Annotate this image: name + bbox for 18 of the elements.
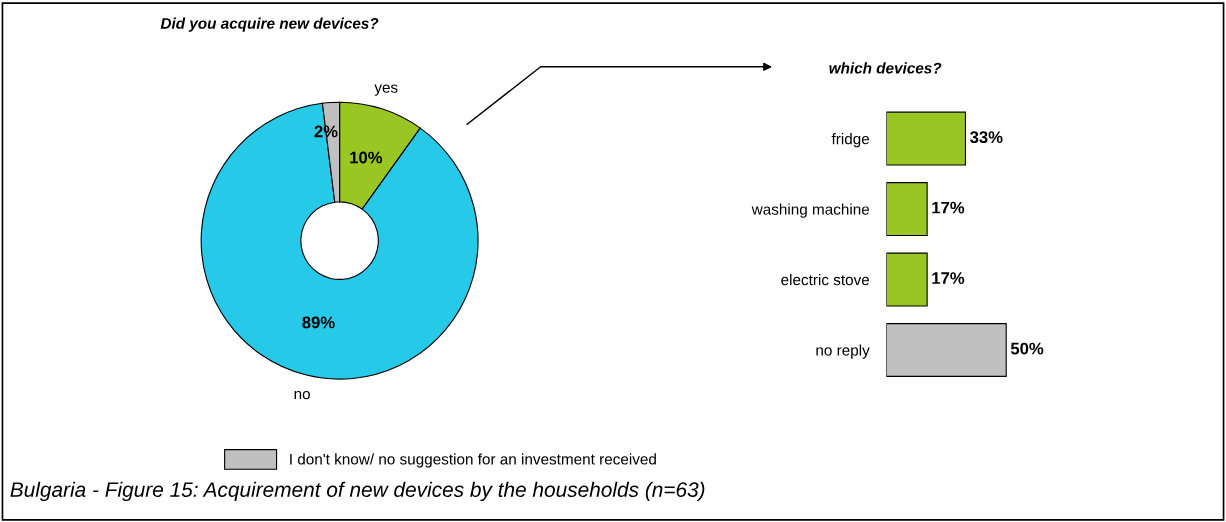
data-label: 89% [302, 316, 335, 329]
data-label: 17% [932, 272, 965, 284]
data-label: 10% [350, 151, 383, 164]
y-tick-label: electric stove [781, 274, 870, 286]
chart-title: Did you acquire new devices? [160, 17, 379, 32]
data-label: 17% [932, 201, 965, 214]
text: Bulgaria - Figure 15: Acquirement of new devices by the households (n=63) [10, 481, 705, 502]
data-label: 2% [314, 125, 338, 138]
slice-label: yes [374, 84, 398, 96]
data-label: 33% [970, 131, 1003, 144]
slice-label: no [294, 390, 310, 400]
y-tick-label: fridge [831, 133, 870, 148]
legend-label: I don't know/ no suggestion for an investment received [290, 453, 656, 468]
y-tick-label: washing machine [751, 203, 870, 218]
chart-title: which devices? [829, 62, 942, 74]
y-tick-label: no reply [816, 344, 870, 359]
data-label: 50% [1010, 342, 1044, 355]
donut-slice [200, 102, 479, 380]
